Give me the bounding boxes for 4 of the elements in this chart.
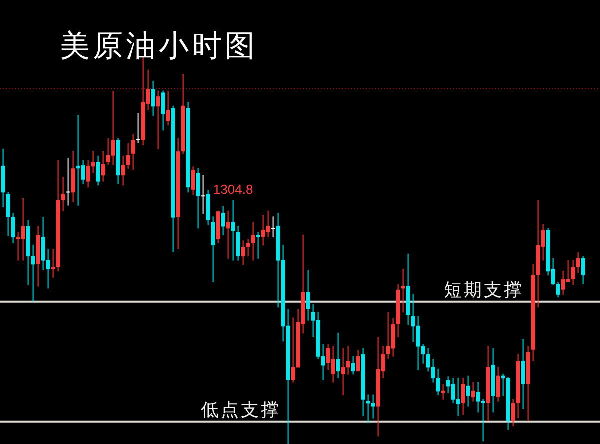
ref-line-label: 短期支撑 bbox=[444, 280, 524, 301]
chart-title: 美原油小时图 bbox=[60, 29, 258, 64]
ref-line-label: 低点支撑 bbox=[201, 400, 281, 421]
annotation: 1304.8 bbox=[213, 182, 254, 197]
